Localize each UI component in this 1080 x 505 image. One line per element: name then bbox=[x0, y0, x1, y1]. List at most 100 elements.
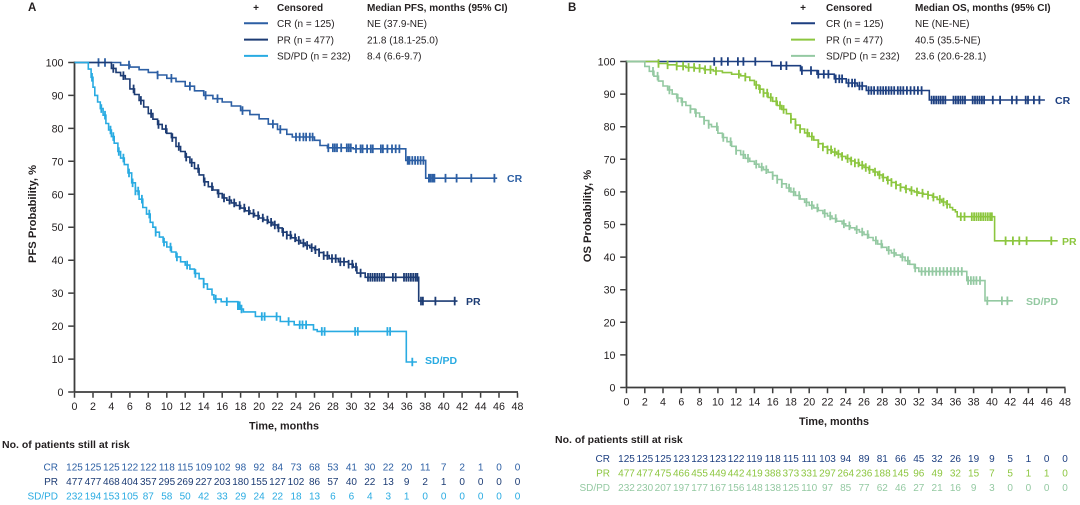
svg-text:115: 115 bbox=[783, 454, 799, 465]
svg-text:442: 442 bbox=[728, 469, 745, 480]
svg-text:No. of patients still at risk: No. of patients still at risk bbox=[555, 434, 683, 446]
svg-text:84: 84 bbox=[272, 463, 284, 474]
svg-text:6: 6 bbox=[127, 401, 133, 413]
svg-text:118: 118 bbox=[159, 463, 175, 474]
svg-text:475: 475 bbox=[655, 469, 672, 480]
svg-text:127: 127 bbox=[269, 477, 286, 488]
svg-text:40: 40 bbox=[438, 401, 450, 413]
svg-text:125: 125 bbox=[66, 463, 83, 474]
svg-text:125: 125 bbox=[636, 454, 653, 465]
svg-text:OS Probability, %: OS Probability, % bbox=[582, 170, 594, 262]
svg-text:12: 12 bbox=[179, 401, 191, 413]
svg-text:PR: PR bbox=[1062, 236, 1077, 248]
svg-text:8: 8 bbox=[145, 401, 151, 413]
svg-text:0: 0 bbox=[1062, 454, 1068, 465]
svg-text:50: 50 bbox=[180, 492, 192, 503]
svg-text:466: 466 bbox=[673, 469, 690, 480]
svg-text:Censored: Censored bbox=[826, 3, 872, 14]
svg-text:4: 4 bbox=[660, 397, 666, 409]
svg-text:2: 2 bbox=[90, 401, 96, 413]
svg-text:PR (n = 477): PR (n = 477) bbox=[826, 35, 883, 46]
svg-text:22: 22 bbox=[272, 401, 284, 413]
svg-text:2: 2 bbox=[422, 477, 428, 488]
svg-text:68: 68 bbox=[309, 463, 321, 474]
svg-text:123: 123 bbox=[710, 454, 727, 465]
svg-text:20: 20 bbox=[604, 317, 616, 329]
svg-text:103: 103 bbox=[819, 454, 836, 465]
svg-text:477: 477 bbox=[636, 469, 653, 480]
svg-text:0: 0 bbox=[1044, 454, 1050, 465]
svg-text:1: 1 bbox=[1026, 469, 1032, 480]
svg-text:42: 42 bbox=[456, 401, 468, 413]
svg-text:373: 373 bbox=[783, 469, 800, 480]
svg-text:34: 34 bbox=[382, 401, 394, 413]
svg-text:40.5 (35.5-NE): 40.5 (35.5-NE) bbox=[915, 35, 981, 46]
svg-text:102: 102 bbox=[214, 463, 231, 474]
svg-text:0: 0 bbox=[58, 387, 64, 399]
svg-text:20: 20 bbox=[401, 463, 413, 474]
svg-text:269: 269 bbox=[177, 477, 194, 488]
svg-text:295: 295 bbox=[158, 477, 175, 488]
svg-text:80: 80 bbox=[604, 122, 616, 134]
svg-text:Censored: Censored bbox=[277, 3, 323, 14]
svg-text:388: 388 bbox=[764, 469, 781, 480]
svg-text:0: 0 bbox=[478, 492, 484, 503]
svg-text:16: 16 bbox=[950, 483, 962, 494]
svg-text:232: 232 bbox=[618, 483, 635, 494]
svg-text:0: 0 bbox=[441, 492, 447, 503]
svg-text:44: 44 bbox=[1022, 397, 1034, 409]
svg-text:264: 264 bbox=[837, 469, 854, 480]
svg-text:A: A bbox=[28, 2, 36, 14]
svg-text:125: 125 bbox=[85, 463, 102, 474]
svg-text:PR: PR bbox=[596, 469, 610, 480]
svg-text:7: 7 bbox=[989, 469, 995, 480]
svg-text:125: 125 bbox=[103, 463, 120, 474]
svg-text:10: 10 bbox=[604, 350, 616, 362]
svg-text:B: B bbox=[568, 2, 576, 14]
svg-text:48: 48 bbox=[512, 401, 524, 413]
svg-text:46: 46 bbox=[1041, 397, 1053, 409]
svg-text:1: 1 bbox=[1026, 454, 1032, 465]
svg-text:8.4 (6.6-9.7): 8.4 (6.6-9.7) bbox=[367, 52, 421, 63]
svg-text:110: 110 bbox=[801, 483, 817, 494]
svg-text:30: 30 bbox=[364, 463, 376, 474]
svg-text:PR (n = 477): PR (n = 477) bbox=[277, 35, 334, 46]
svg-text:15: 15 bbox=[968, 469, 980, 480]
svg-text:6: 6 bbox=[678, 397, 684, 409]
svg-text:Median PFS, months (95% CI): Median PFS, months (95% CI) bbox=[367, 3, 508, 14]
svg-text:9: 9 bbox=[989, 454, 995, 465]
svg-text:0: 0 bbox=[1026, 483, 1032, 494]
svg-text:CR: CR bbox=[596, 454, 610, 465]
svg-text:94: 94 bbox=[840, 454, 852, 465]
svg-text:32: 32 bbox=[913, 397, 925, 409]
svg-text:41: 41 bbox=[346, 463, 358, 474]
svg-text:26: 26 bbox=[858, 397, 870, 409]
svg-text:167: 167 bbox=[710, 483, 727, 494]
svg-text:23.6 (20.6-28.1): 23.6 (20.6-28.1) bbox=[915, 52, 986, 63]
svg-text:4: 4 bbox=[367, 492, 373, 503]
svg-text:SD/PD (n = 232): SD/PD (n = 232) bbox=[826, 52, 900, 63]
svg-text:46: 46 bbox=[493, 401, 505, 413]
svg-text:207: 207 bbox=[655, 483, 672, 494]
svg-text:118: 118 bbox=[765, 454, 781, 465]
svg-text:42: 42 bbox=[1004, 397, 1016, 409]
svg-text:100: 100 bbox=[46, 58, 64, 70]
svg-text:2: 2 bbox=[642, 397, 648, 409]
svg-text:40: 40 bbox=[346, 477, 358, 488]
svg-text:203: 203 bbox=[214, 477, 231, 488]
svg-text:62: 62 bbox=[877, 483, 889, 494]
svg-text:0: 0 bbox=[72, 401, 78, 413]
svg-text:9: 9 bbox=[971, 483, 977, 494]
svg-text:97: 97 bbox=[822, 483, 834, 494]
svg-text:0: 0 bbox=[422, 492, 428, 503]
svg-text:123: 123 bbox=[673, 454, 690, 465]
svg-text:357: 357 bbox=[140, 477, 157, 488]
svg-text:30: 30 bbox=[895, 397, 907, 409]
svg-text:122: 122 bbox=[140, 463, 157, 474]
svg-text:10: 10 bbox=[712, 397, 724, 409]
svg-text:30: 30 bbox=[604, 285, 616, 297]
svg-text:90: 90 bbox=[52, 90, 64, 102]
svg-text:156: 156 bbox=[728, 483, 745, 494]
svg-text:CR: CR bbox=[44, 463, 58, 474]
svg-text:PFS Probability, %: PFS Probability, % bbox=[27, 165, 39, 263]
